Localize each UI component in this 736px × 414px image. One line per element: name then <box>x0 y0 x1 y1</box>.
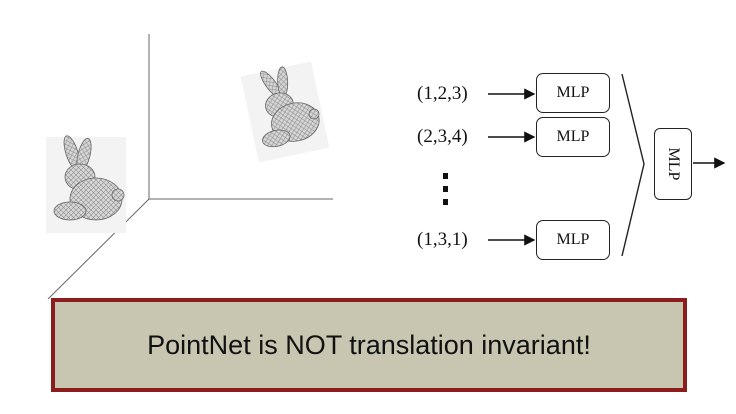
vertical-ellipsis-icon <box>441 173 449 205</box>
callout-text: PointNet is NOT translation invariant! <box>147 329 591 360</box>
mlp-box-2: MLP <box>536 117 610 157</box>
aggregate-mlp-label: MLP <box>665 147 682 181</box>
input-point-2: (2,3,4) <box>417 126 468 147</box>
mlp-box-3: MLP <box>536 220 610 260</box>
callout-box: PointNet is NOT translation invariant! <box>51 298 687 392</box>
bunny-pointcloud-icon <box>46 135 126 233</box>
mlp-box-1: MLP <box>536 73 610 113</box>
bunny-pointcloud-translated-icon <box>240 61 330 163</box>
y-axis <box>47 198 150 300</box>
coordinate-axes <box>47 34 333 300</box>
max-pool-funnel <box>621 73 645 257</box>
aggregate-mlp-box: MLP <box>654 128 692 200</box>
input-point-1: (1,2,3) <box>417 83 468 104</box>
input-point-3: (1,3,1) <box>417 229 468 250</box>
